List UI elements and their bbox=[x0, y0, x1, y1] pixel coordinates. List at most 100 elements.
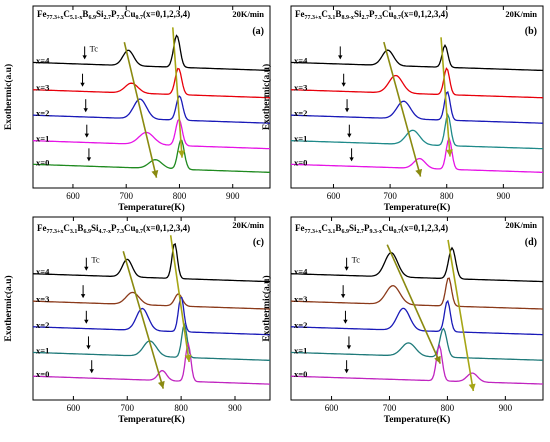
tc-arrow-head bbox=[89, 369, 94, 374]
x-tick-label: 900 bbox=[228, 403, 242, 413]
plot-frame bbox=[290, 5, 544, 189]
series-label: x=3 bbox=[36, 83, 49, 93]
plot-frame bbox=[290, 216, 544, 401]
series-label: x=2 bbox=[294, 108, 307, 118]
trend-arrow-shaft bbox=[169, 235, 190, 363]
tc-arrow-head bbox=[346, 345, 352, 350]
series-line bbox=[290, 343, 543, 385]
tc-label: Tc bbox=[352, 255, 361, 265]
tc-arrow-head bbox=[80, 294, 86, 299]
series-label: x=2 bbox=[36, 320, 49, 330]
panel-label: (d) bbox=[525, 237, 537, 248]
trend-arrow-shaft bbox=[383, 41, 422, 177]
series-label: x=3 bbox=[294, 83, 307, 93]
y-axis-label: Exothermic(a.u) bbox=[261, 64, 272, 130]
series-label: x=4 bbox=[294, 267, 308, 277]
series-label: x=0 bbox=[36, 157, 49, 167]
trend-arrow-head bbox=[434, 355, 441, 364]
series-label: x=0 bbox=[294, 369, 307, 379]
x-tick-label: 900 bbox=[497, 191, 511, 201]
series-label: x=3 bbox=[294, 294, 307, 304]
panel-c: Fe77.3+xC3.1B6.9Si4.7-xP7.3Cu0.7(x=0,1,2… bbox=[3, 216, 271, 425]
heating-rate: 20K/min bbox=[505, 9, 537, 19]
y-axis-label: Exothermic(a.u) bbox=[3, 275, 14, 341]
series-line bbox=[290, 327, 543, 361]
x-tick-label: 600 bbox=[66, 191, 80, 201]
tc-arrow-head bbox=[84, 133, 89, 138]
series-line bbox=[291, 113, 544, 150]
series-label: x=2 bbox=[36, 108, 49, 118]
x-tick-label: 800 bbox=[174, 403, 188, 413]
trend-arrow-head bbox=[468, 383, 476, 392]
x-axis-label: Temperature(K) bbox=[384, 202, 451, 213]
series-line bbox=[291, 90, 543, 124]
trend-arrow-shaft bbox=[440, 37, 451, 157]
trend-arrow-head bbox=[157, 380, 165, 389]
series-label: x=1 bbox=[36, 134, 49, 144]
series-line bbox=[32, 342, 270, 385]
tc-arrow-head bbox=[83, 108, 88, 113]
x-tick-label: 800 bbox=[440, 191, 454, 201]
panel-title: Fe77.3+xC3.1B6.9Si2.7P9.3-xCu0.7(x=0,1,2… bbox=[295, 223, 448, 235]
trend-arrow-shaft bbox=[386, 244, 442, 364]
x-axis-label: Temperature(K) bbox=[384, 414, 451, 425]
tc-arrow-head bbox=[344, 369, 349, 374]
x-tick-label: 800 bbox=[173, 191, 187, 201]
x-axis-label: Temperature(K) bbox=[118, 202, 185, 213]
tc-arrow-head bbox=[86, 157, 92, 162]
x-tick-label: 700 bbox=[121, 403, 135, 413]
series-label: x=3 bbox=[36, 294, 49, 304]
x-tick-label: 700 bbox=[383, 191, 397, 201]
panel-label: (c) bbox=[253, 237, 264, 248]
trend-arrow-head bbox=[445, 149, 453, 157]
panel-title: Fe77.3+xC5.1-xB6.9Si2.7P7.3Cu0.7(x=0,1,2… bbox=[37, 9, 190, 21]
series-line bbox=[33, 95, 270, 124]
x-tick-label: 600 bbox=[67, 403, 81, 413]
series-label: x=4 bbox=[36, 55, 50, 65]
tc-label: Tc bbox=[91, 255, 100, 265]
series-line bbox=[32, 243, 271, 283]
trend-arrow-shaft bbox=[123, 42, 158, 178]
tc-arrow-head bbox=[349, 157, 354, 162]
tc-arrow-head bbox=[84, 266, 89, 271]
series-line bbox=[33, 118, 271, 150]
x-tick-label: 600 bbox=[325, 403, 339, 413]
series-line bbox=[291, 277, 543, 310]
heating-rate: 20K/min bbox=[232, 9, 264, 19]
x-axis-label: Temperature(K) bbox=[118, 414, 185, 425]
series-line bbox=[32, 67, 270, 99]
tc-arrow-head bbox=[338, 55, 343, 60]
panel-title: Fe77.3+xC3.1B6.9Si4.7-xP7.3Cu0.7(x=0,1,2… bbox=[37, 223, 190, 235]
series-line bbox=[290, 67, 543, 99]
series-line bbox=[33, 296, 270, 336]
series-label: x=0 bbox=[294, 157, 307, 167]
series-label: x=0 bbox=[36, 369, 49, 379]
panel-label: (a) bbox=[252, 26, 264, 37]
trend-arrow-shaft bbox=[447, 239, 475, 392]
trend-arrow-head bbox=[178, 150, 186, 158]
heating-rate: 20K/min bbox=[232, 220, 264, 230]
tc-arrow-head bbox=[84, 319, 89, 324]
series-label: x=4 bbox=[294, 55, 308, 65]
y-axis-label: Exothermic(a.u) bbox=[3, 64, 14, 130]
series-line bbox=[291, 299, 543, 336]
tc-arrow-head bbox=[344, 266, 349, 271]
tc-arrow-head bbox=[341, 82, 346, 87]
y-axis-label: Exothermic(a.u) bbox=[261, 275, 272, 341]
series-line bbox=[32, 322, 270, 361]
panel-d: Fe77.3+xC3.1B6.9Si2.7P9.3-xCu0.7(x=0,1,2… bbox=[261, 216, 544, 425]
tc-arrow-head bbox=[82, 55, 87, 60]
tc-arrow-head bbox=[86, 345, 91, 350]
panel-title: Fe77.3+xC3.1B8.9-xSi2.7P7.3Cu0.7(x=0,1,2… bbox=[295, 9, 448, 21]
x-tick-label: 900 bbox=[499, 403, 513, 413]
panel-a: Fe77.3+xC5.1-xB6.9Si2.7P7.3Cu0.7(x=0,1,2… bbox=[3, 5, 271, 213]
plot-frame bbox=[32, 5, 271, 189]
trend-arrow-head bbox=[184, 354, 192, 362]
series-line bbox=[32, 139, 270, 173]
series-line bbox=[290, 136, 543, 173]
tc-label: Tc bbox=[90, 43, 99, 53]
tc-arrow-head bbox=[344, 108, 350, 113]
series-label: x=1 bbox=[294, 345, 307, 355]
trend-arrow-head bbox=[151, 170, 159, 178]
trend-arrow-shaft bbox=[171, 27, 183, 158]
